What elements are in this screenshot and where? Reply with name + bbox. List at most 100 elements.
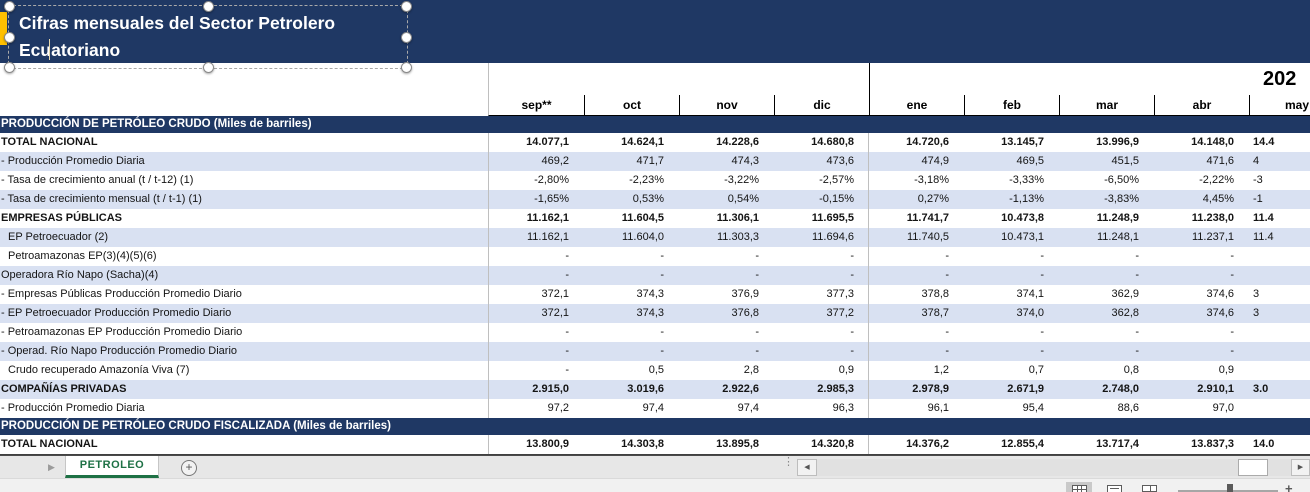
cell[interactable]: 0,53%: [632, 193, 664, 205]
selection-handle[interactable]: [401, 1, 412, 12]
cell[interactable]: -: [868, 323, 963, 342]
cell[interactable]: 14.077,1: [488, 133, 583, 152]
cell[interactable]: -: [1230, 269, 1234, 281]
cell[interactable]: 0,27%: [868, 190, 963, 209]
row-label[interactable]: - Tasa de crecimiento mensual (t / t-1) …: [1, 193, 202, 205]
cell[interactable]: -: [850, 345, 854, 357]
cell[interactable]: 471,6: [1206, 155, 1234, 167]
cell[interactable]: 2.915,0: [488, 380, 583, 399]
cell[interactable]: 3.0: [1253, 383, 1269, 395]
sheet-tab-petroleo[interactable]: PETROLEO: [65, 456, 159, 478]
cell[interactable]: -: [660, 250, 664, 262]
section-header[interactable]: PRODUCCIÓN DE PETRÓLEO CRUDO FISCALIZADA…: [0, 418, 1310, 435]
title-text-box[interactable]: Cifras mensuales del Sector Petrolero Ec…: [4, 1, 412, 73]
cell[interactable]: 13.837,3: [1191, 438, 1234, 450]
page-layout-view-icon[interactable]: [1107, 485, 1122, 492]
row-label[interactable]: Petroamazonas EP(3)(4)(5)(6): [8, 250, 157, 262]
cell[interactable]: 97,4: [737, 402, 759, 414]
year-header-cell[interactable]: 202: [1263, 68, 1297, 90]
tab-scroll-splitter[interactable]: ⋮: [783, 456, 794, 468]
cell[interactable]: -: [850, 326, 854, 338]
cell[interactable]: 374,1: [1016, 288, 1044, 300]
cell[interactable]: 11.4: [1253, 212, 1274, 224]
cell[interactable]: -: [755, 250, 759, 262]
cell[interactable]: -: [1230, 250, 1234, 262]
zoom-slider-thumb[interactable]: [1227, 484, 1233, 492]
cell[interactable]: 11.695,5: [811, 212, 854, 224]
cell[interactable]: 2.748,0: [1102, 383, 1139, 395]
section-header[interactable]: PRODUCCIÓN DE PETRÓLEO CRUDO (Miles de b…: [0, 116, 1310, 133]
cell[interactable]: 362,8: [1111, 307, 1139, 319]
cell[interactable]: 13.145,7: [1001, 136, 1044, 148]
cell[interactable]: 473,6: [826, 155, 854, 167]
row-label[interactable]: TOTAL NACIONAL: [1, 438, 98, 450]
cell[interactable]: 14.4: [1253, 136, 1275, 148]
cell[interactable]: [1248, 342, 1310, 361]
selection-handle[interactable]: [401, 62, 412, 73]
cell[interactable]: 374,3: [636, 307, 664, 319]
cell[interactable]: 11.604,0: [621, 231, 664, 243]
cell[interactable]: 376,8: [731, 307, 759, 319]
cell[interactable]: 96,1: [868, 399, 963, 418]
selection-handle[interactable]: [203, 1, 214, 12]
cell[interactable]: -: [850, 250, 854, 262]
row-label[interactable]: - Operad. Río Napo Producción Promedio D…: [1, 345, 238, 357]
cell[interactable]: 378,8: [868, 285, 963, 304]
cell[interactable]: 11.4: [1253, 231, 1274, 243]
cell[interactable]: -: [1040, 250, 1044, 262]
row-label[interactable]: - Producción Promedio Diaria: [1, 402, 145, 414]
cell[interactable]: 11.740,5: [868, 228, 963, 247]
cell[interactable]: -3,22%: [724, 174, 759, 186]
cell[interactable]: -: [755, 326, 759, 338]
horizontal-scrollbar-track[interactable]: [817, 459, 1291, 476]
month-header-dic[interactable]: dic: [774, 95, 869, 115]
cell[interactable]: 11.306,1: [716, 212, 759, 224]
cell[interactable]: 378,7: [868, 304, 963, 323]
cell[interactable]: 14.680,8: [811, 136, 854, 148]
cell[interactable]: 2.922,6: [722, 383, 759, 395]
cell[interactable]: 1,2: [868, 361, 963, 380]
cell[interactable]: 14.228,6: [716, 136, 759, 148]
cell[interactable]: -: [660, 345, 664, 357]
selection-handle[interactable]: [4, 62, 15, 73]
cell[interactable]: 14.720,6: [868, 133, 963, 152]
cell[interactable]: -: [660, 269, 664, 281]
cell[interactable]: -: [488, 247, 583, 266]
cell[interactable]: -1,13%: [1009, 193, 1044, 205]
cell[interactable]: 13.895,8: [716, 438, 759, 450]
cell[interactable]: -: [660, 326, 664, 338]
cell[interactable]: 0,7: [1028, 364, 1044, 376]
cell[interactable]: 374,3: [636, 288, 664, 300]
cell[interactable]: 14.320,8: [811, 438, 854, 450]
cell[interactable]: -: [488, 266, 583, 285]
row-label[interactable]: Crudo recuperado Amazonía Viva (7): [8, 364, 190, 376]
month-header-may[interactable]: may: [1249, 95, 1310, 115]
cell[interactable]: 376,9: [731, 288, 759, 300]
cell[interactable]: 13.996,9: [1096, 136, 1139, 148]
cell[interactable]: -: [868, 342, 963, 361]
row-label[interactable]: Operadora Río Napo (Sacha)(4): [1, 269, 159, 281]
cell[interactable]: 471,7: [636, 155, 664, 167]
cell[interactable]: -2,23%: [629, 174, 664, 186]
cell[interactable]: -: [850, 269, 854, 281]
cell[interactable]: 96,3: [832, 402, 854, 414]
cell[interactable]: 0,5: [648, 364, 664, 376]
cell[interactable]: 14.376,2: [868, 435, 963, 454]
cell[interactable]: -: [755, 269, 759, 281]
cell[interactable]: 3: [1253, 288, 1260, 300]
month-header-mar[interactable]: mar: [1059, 95, 1154, 115]
row-label[interactable]: - Petroamazonas EP Producción Promedio D…: [1, 326, 243, 338]
row-label[interactable]: - Empresas Públicas Producción Promedio …: [1, 288, 242, 300]
cell[interactable]: 0,54%: [727, 193, 759, 205]
add-sheet-icon[interactable]: +: [181, 460, 197, 476]
cell[interactable]: 14.624,1: [621, 136, 664, 148]
cell[interactable]: 11.248,1: [1096, 231, 1139, 243]
cell[interactable]: -: [488, 361, 583, 380]
row-label[interactable]: EMPRESAS PÚBLICAS: [1, 212, 123, 224]
cell[interactable]: 374,6: [1206, 307, 1234, 319]
cell[interactable]: 374,0: [1016, 307, 1044, 319]
cell[interactable]: 11.238,0: [1191, 212, 1234, 224]
row-label[interactable]: - Producción Promedio Diaria: [1, 155, 145, 167]
cell[interactable]: 11.303,3: [716, 231, 759, 243]
cell[interactable]: 362,9: [1111, 288, 1139, 300]
